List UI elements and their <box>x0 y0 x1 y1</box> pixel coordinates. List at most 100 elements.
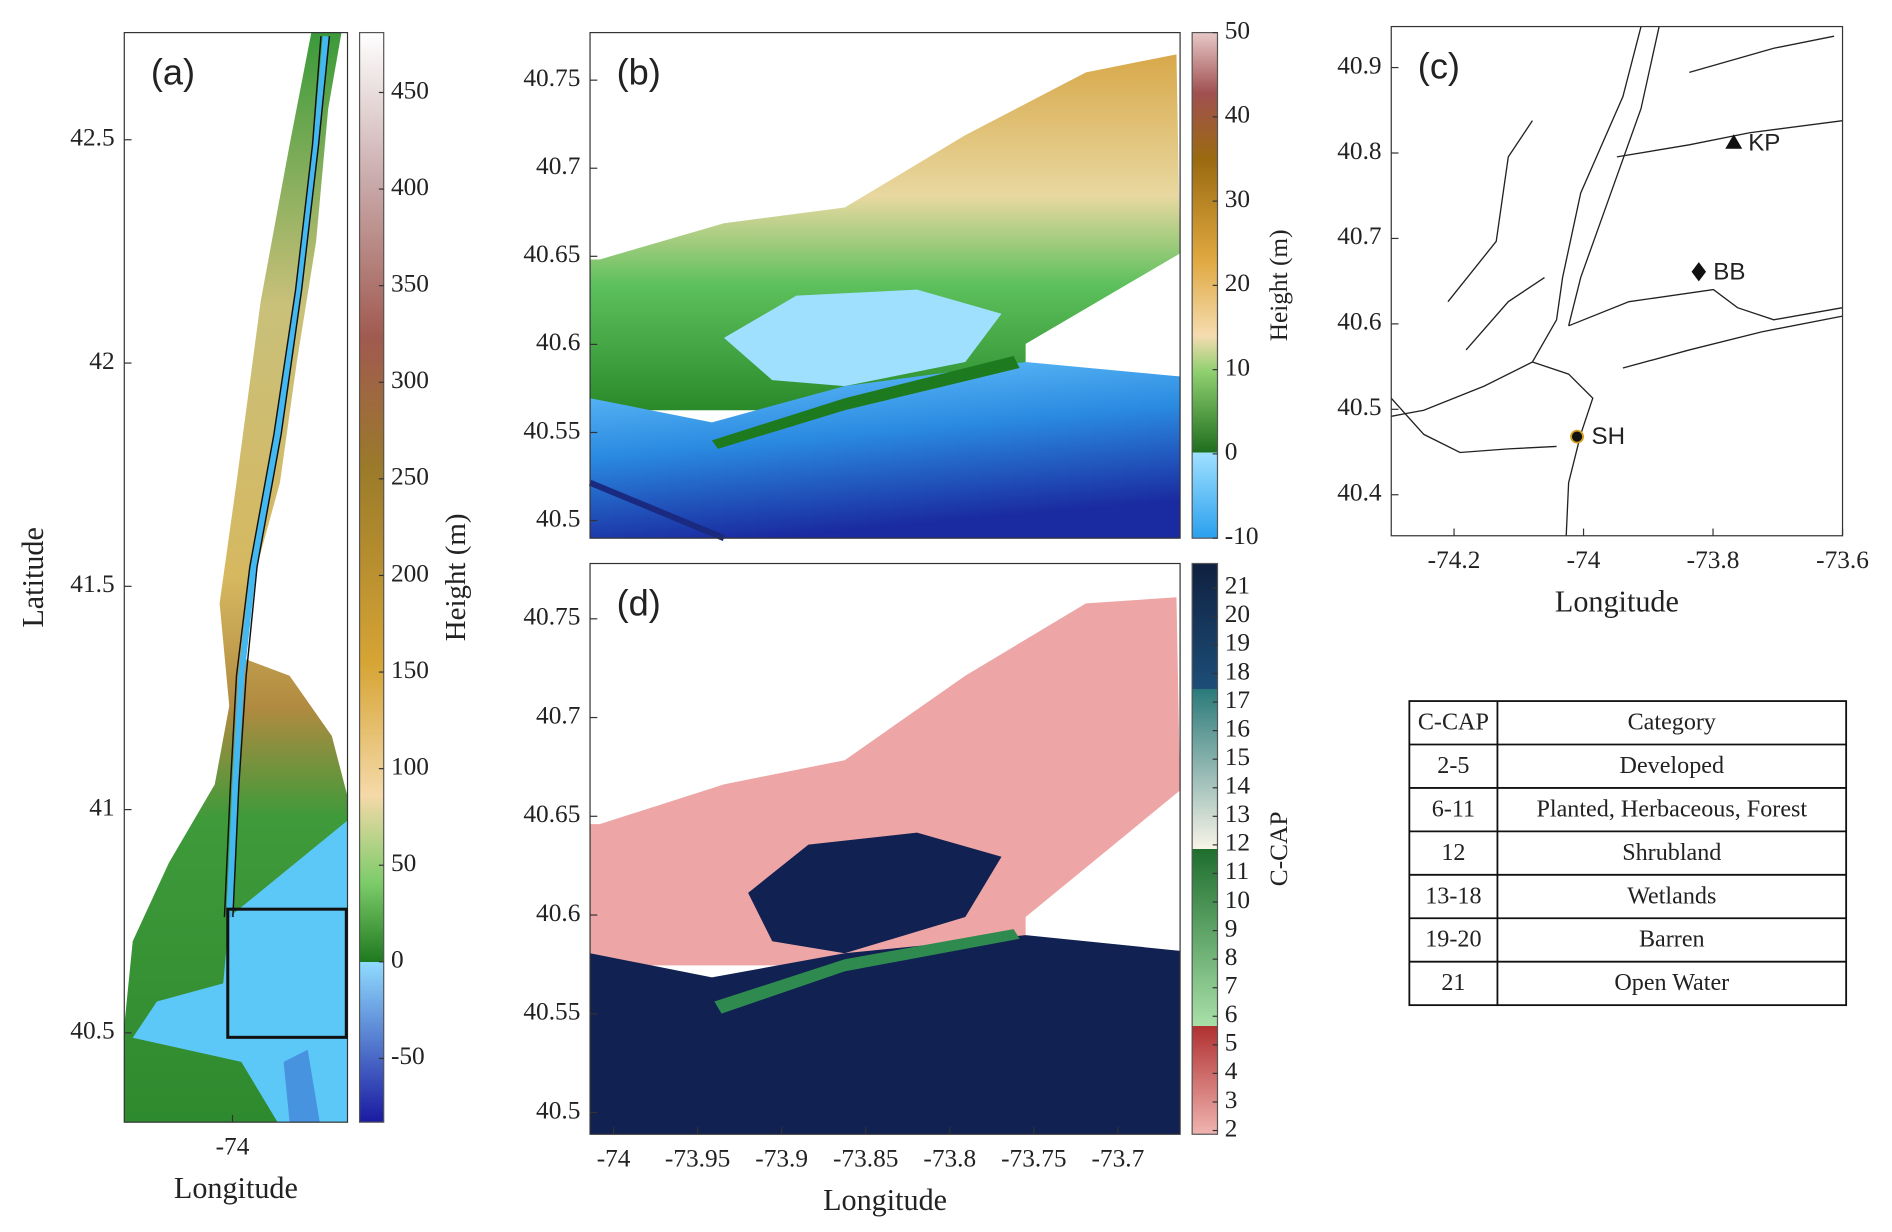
x-tick-label: -73.8 <box>1687 546 1740 574</box>
y-tick-label: 40.5 <box>536 504 580 532</box>
x-tick-label: -73.75 <box>1001 1145 1066 1173</box>
table-cell: Shrubland <box>1622 839 1721 866</box>
y-tick-label: 40.9 <box>1337 51 1381 79</box>
table-frame <box>1408 700 1848 1007</box>
site-marker <box>1691 262 1707 282</box>
y-tick-label: 40.5 <box>536 1096 580 1124</box>
table-cell: Wetlands <box>1627 882 1716 909</box>
colorbar-tick-label: -50 <box>391 1042 425 1070</box>
x-axis-label: Longitude <box>823 1183 947 1217</box>
table-cell: 6-11 <box>1432 795 1475 822</box>
colorbar-tick-label: 13 <box>1225 800 1250 828</box>
site-marker <box>1570 429 1585 444</box>
panel-label: (b) <box>617 51 661 92</box>
x-axis-label: Longitude <box>1555 584 1679 618</box>
colorbar <box>358 31 385 1123</box>
colorbar-tick-label: 19 <box>1225 629 1250 657</box>
table-cell: 21 <box>1441 969 1465 996</box>
axes-frame <box>123 31 349 1123</box>
colorbar-tick-label: 50 <box>1225 16 1250 44</box>
colorbar-tick-label: 20 <box>1225 600 1250 628</box>
colorbar-tick-label: 6 <box>1225 1000 1238 1028</box>
colorbar-tick-label: 4 <box>1225 1057 1238 1085</box>
x-tick-label: -74 <box>1567 546 1601 574</box>
colorbar-tick-label: 9 <box>1225 914 1238 942</box>
y-tick-label: 40.7 <box>1337 222 1381 250</box>
colorbar-tick-label: 0 <box>391 946 404 974</box>
y-tick-label: 40.65 <box>523 800 580 828</box>
axes-frame <box>589 31 1181 539</box>
colorbar-tick-label: 10 <box>1225 353 1250 381</box>
y-tick-label: 40.5 <box>70 1017 114 1045</box>
colorbar-tick-label: 40 <box>1225 101 1250 129</box>
table-cell: 13-18 <box>1425 882 1481 909</box>
colorbar-tick-label: 400 <box>391 173 429 201</box>
colorbar-tick-label: 350 <box>391 269 429 297</box>
y-tick-label: 41.5 <box>70 570 114 598</box>
colorbar-tick-label: 100 <box>391 752 429 780</box>
y-tick-label: 40.55 <box>523 416 580 444</box>
inset-box <box>226 907 348 1039</box>
table-cell: Barren <box>1639 926 1705 953</box>
table-cell: C-CAP <box>1418 709 1489 736</box>
colorbar-tick-label: 14 <box>1225 772 1251 800</box>
x-tick-label: -74 <box>216 1133 250 1161</box>
table-cell: Developed <box>1620 752 1725 779</box>
colorbar-tick-label: 5 <box>1225 1029 1238 1057</box>
y-tick-label: 40.8 <box>1337 137 1381 165</box>
colorbar-tick-label: 18 <box>1225 657 1250 685</box>
panel-label: (c) <box>1418 45 1460 86</box>
colorbar-tick-label: 12 <box>1225 829 1250 857</box>
colorbar-tick-label: 10 <box>1225 886 1250 914</box>
colorbar-tick-label: 50 <box>391 849 416 877</box>
table-cell: Planted, Herbaceous, Forest <box>1536 795 1807 822</box>
colorbar-tick-label: 0 <box>1225 438 1238 466</box>
y-tick-label: 42 <box>89 347 114 375</box>
colorbar-tick-label: 16 <box>1225 714 1250 742</box>
y-tick-label: 40.6 <box>536 328 580 356</box>
colorbar-tick-label: 17 <box>1225 686 1250 714</box>
axes-frame <box>589 562 1181 1135</box>
colorbar-tick-label: 450 <box>391 76 429 104</box>
table-cell: 19-20 <box>1425 926 1481 953</box>
map-d-imagery <box>590 597 1181 1135</box>
map-b-imagery <box>588 54 1181 541</box>
x-tick-label: -74.2 <box>1428 546 1481 574</box>
panel-label: (d) <box>617 582 661 623</box>
colorbar-label: Height (m) <box>1265 229 1293 341</box>
table-cell: Category <box>1628 709 1716 736</box>
y-axis-label: Latitude <box>16 527 50 627</box>
colorbar-tick-label: 11 <box>1225 857 1249 885</box>
table-cell: 2-5 <box>1437 752 1469 779</box>
site-label: KP <box>1748 129 1780 156</box>
axes-frame <box>1390 25 1844 537</box>
x-tick-label: -73.95 <box>665 1145 730 1173</box>
colorbar-tick-label: 250 <box>391 463 429 491</box>
x-tick-label: -73.85 <box>833 1145 898 1173</box>
colorbar-tick-label: 20 <box>1225 269 1250 297</box>
x-axis-label: Longitude <box>174 1171 298 1205</box>
x-tick-label: -73.8 <box>923 1145 976 1173</box>
colorbar-tick-label: -10 <box>1225 522 1259 550</box>
site-label: BB <box>1713 258 1745 285</box>
colorbar-tick-label: 15 <box>1225 743 1250 771</box>
map-c-coastlines <box>1390 26 1843 536</box>
x-tick-label: -73.7 <box>1092 1145 1145 1173</box>
y-tick-label: 40.6 <box>536 899 580 927</box>
y-tick-label: 40.55 <box>523 998 580 1026</box>
site-marker <box>1725 134 1743 149</box>
y-tick-label: 40.5 <box>1337 393 1381 421</box>
y-tick-label: 40.4 <box>1337 479 1382 507</box>
x-tick-label: -73.9 <box>755 1145 808 1173</box>
x-tick-label: -74 <box>597 1145 631 1173</box>
table-cell: Open Water <box>1614 969 1729 996</box>
colorbar-tick-label: 30 <box>1225 185 1250 213</box>
y-tick-label: 40.7 <box>536 152 580 180</box>
colorbar-label: C-CAP <box>1265 812 1293 887</box>
colorbar-tick-label: 2 <box>1225 1114 1238 1142</box>
y-tick-label: 40.75 <box>523 603 580 631</box>
x-tick-label: -73.6 <box>1816 546 1869 574</box>
colorbar-label: Height (m) <box>440 513 472 641</box>
y-tick-label: 40.7 <box>536 701 580 729</box>
